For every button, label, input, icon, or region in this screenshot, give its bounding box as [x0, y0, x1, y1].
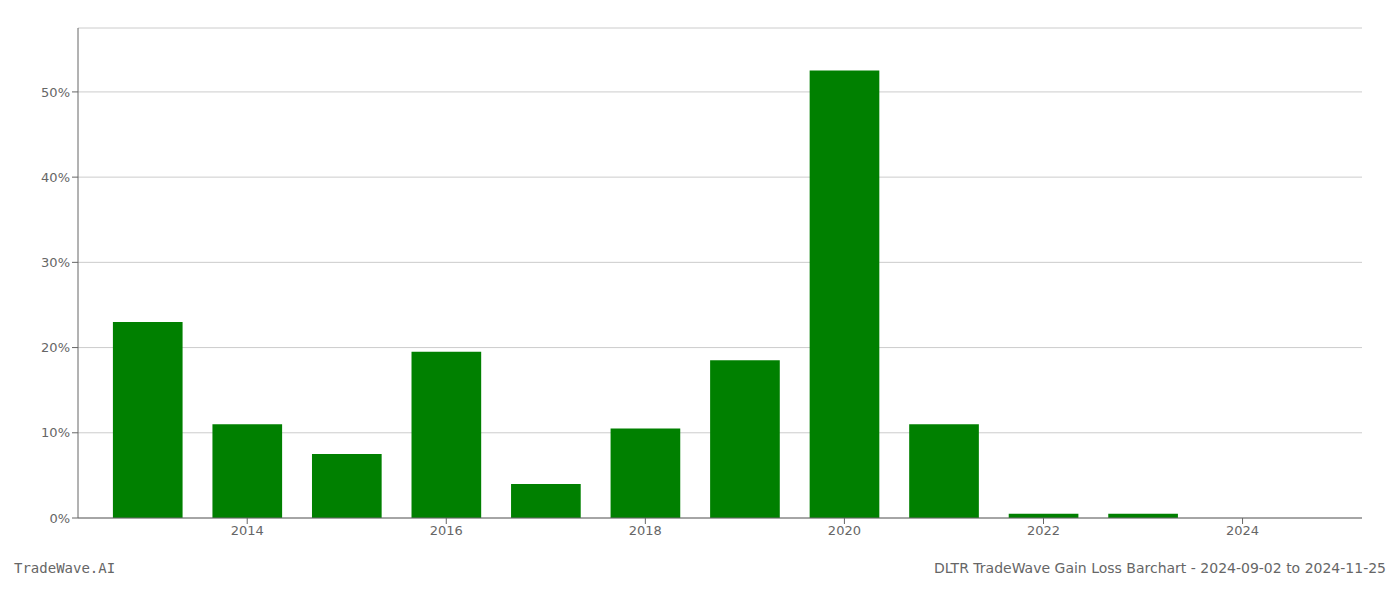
- html-text:TradeWave.AI: TradeWave.AI: [14, 560, 116, 576]
- svg-text:50%: 50%: [41, 85, 70, 100]
- svg-text:20%: 20%: [41, 340, 70, 355]
- svg-text:10%: 10%: [41, 425, 70, 440]
- svg-text:2016: 2016: [430, 523, 463, 538]
- svg-text:0%: 0%: [49, 511, 70, 526]
- svg-text:40%: 40%: [41, 170, 70, 185]
- svg-text:2022: 2022: [1027, 523, 1060, 538]
- svg-text:2024: 2024: [1226, 523, 1259, 538]
- svg-text:2018: 2018: [629, 523, 662, 538]
- html-text:DLTR TradeWave Gain Loss Barch: DLTR TradeWave Gain Loss Barchart - 2024…: [934, 560, 1386, 576]
- svg-text:30%: 30%: [41, 255, 70, 270]
- svg-text:2014: 2014: [231, 523, 264, 538]
- svg-text:2020: 2020: [828, 523, 861, 538]
